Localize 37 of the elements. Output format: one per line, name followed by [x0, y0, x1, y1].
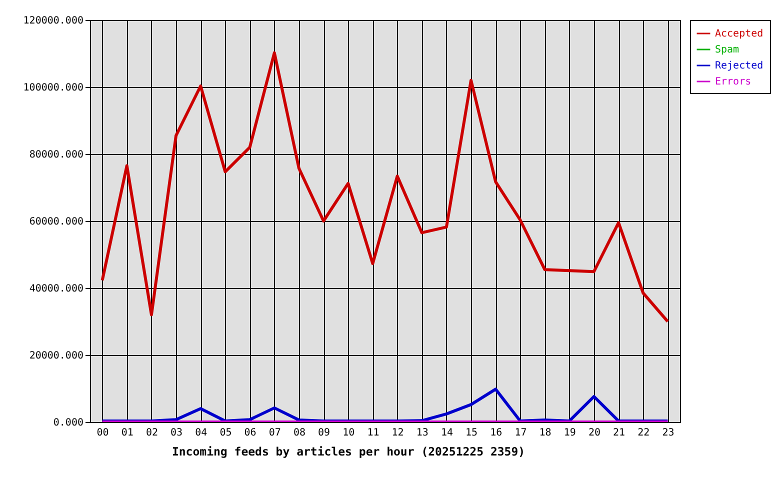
- y-tick-label: 40000.000: [29, 284, 84, 294]
- x-tick-label: 01: [121, 428, 134, 438]
- legend-label: Rejected: [715, 60, 764, 72]
- y-tick-label: 100000.000: [23, 82, 84, 94]
- legend-label: Spam: [715, 44, 740, 56]
- x-tick-label: 14: [440, 428, 453, 438]
- x-tick-label: 05: [220, 428, 232, 438]
- x-tick-label: 13: [416, 428, 428, 438]
- y-tick-label: 60000.000: [29, 216, 84, 228]
- x-tick-label: 16: [490, 428, 502, 438]
- x-tick-label: 22: [638, 428, 650, 438]
- x-tick-label: 17: [514, 428, 527, 438]
- y-tick-label: 20000.000: [29, 350, 84, 362]
- x-tick-label: 20: [588, 428, 600, 438]
- x-tick-label: 15: [466, 428, 478, 438]
- x-tick-label: 06: [244, 428, 256, 438]
- x-axis-title: Incoming feeds by articles per hour (20251225 2359): [172, 444, 526, 458]
- legend-label: Errors: [715, 76, 752, 88]
- y-tick-label: 0.000: [53, 418, 84, 428]
- x-tick-label: 10: [342, 428, 355, 438]
- x-tick-label: 23: [662, 428, 674, 438]
- x-tick-label: 00: [96, 428, 109, 438]
- x-tick-label: 04: [195, 428, 208, 438]
- x-tick-label: 12: [392, 428, 404, 438]
- legend-label: Accepted: [715, 28, 764, 40]
- line-series: [100, 51, 670, 323]
- x-tick-label: 07: [268, 428, 281, 438]
- x-tick-label: 11: [367, 428, 380, 438]
- x-tick-label: 09: [318, 428, 330, 438]
- y-tick-label: 80000.000: [29, 150, 84, 160]
- x-tick-label: 21: [613, 428, 626, 438]
- x-tick-label: 03: [170, 428, 183, 438]
- y-tick-label: 120000.000: [23, 16, 84, 26]
- x-tick-label: 02: [146, 428, 158, 438]
- x-tick-label: 19: [564, 428, 576, 438]
- x-tick-label: 18: [539, 428, 552, 438]
- x-tick-label: 08: [293, 428, 306, 438]
